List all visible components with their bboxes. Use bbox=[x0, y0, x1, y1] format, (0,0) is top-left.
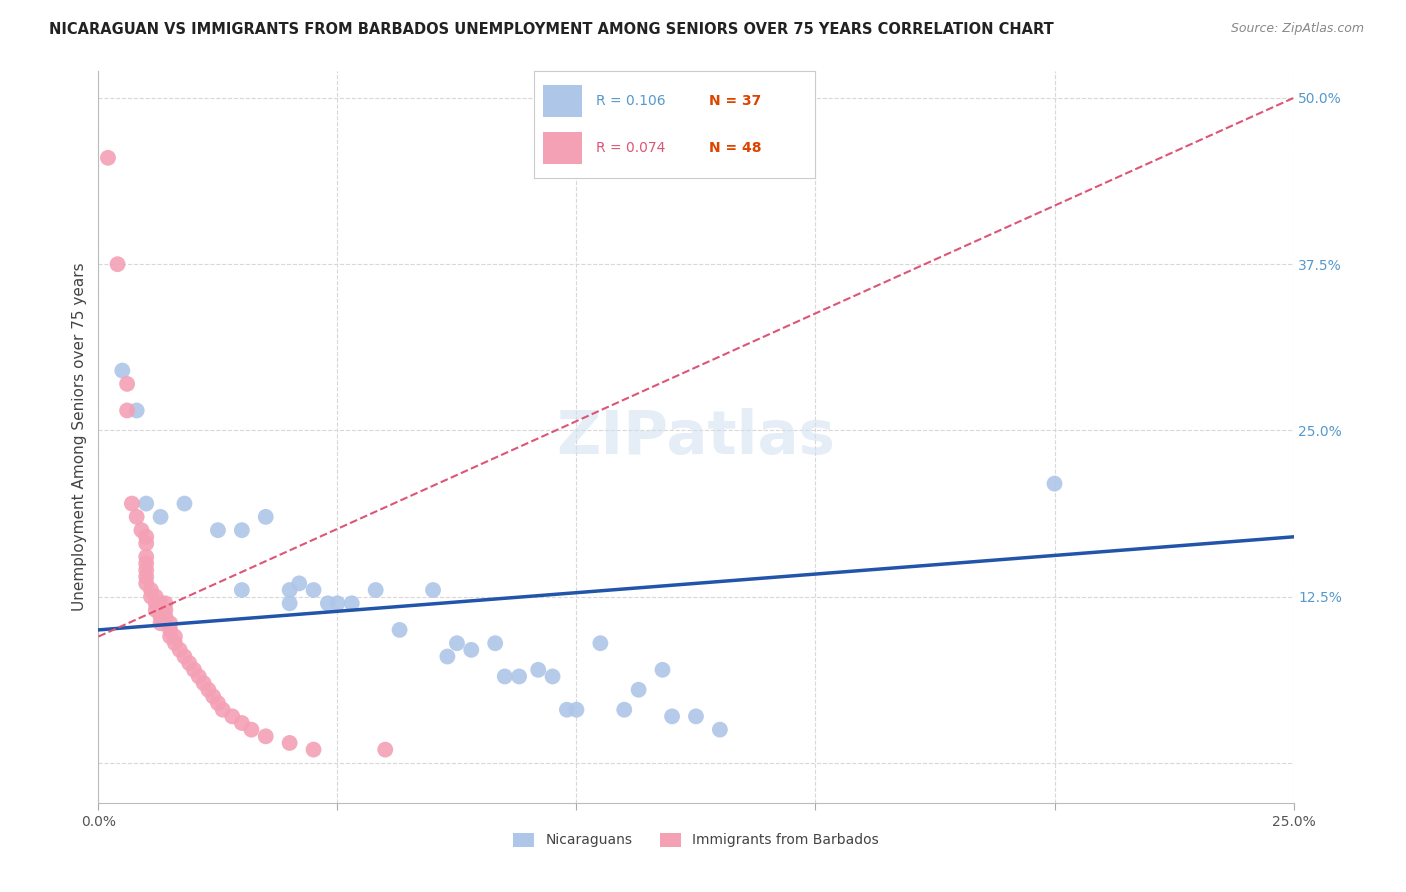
Point bbox=[149, 609, 172, 624]
Point bbox=[661, 709, 683, 723]
Point bbox=[145, 596, 167, 610]
Bar bbox=[543, 132, 582, 164]
Text: N = 37: N = 37 bbox=[709, 95, 761, 108]
Y-axis label: Unemployment Among Seniors over 75 years: Unemployment Among Seniors over 75 years bbox=[72, 263, 87, 611]
Point bbox=[173, 497, 195, 511]
Point bbox=[231, 523, 253, 537]
Point bbox=[565, 703, 588, 717]
Point bbox=[446, 636, 468, 650]
Point bbox=[155, 609, 177, 624]
Point bbox=[326, 596, 349, 610]
Point bbox=[207, 696, 229, 710]
Point bbox=[254, 729, 277, 743]
Point bbox=[149, 616, 172, 631]
Point bbox=[231, 716, 253, 731]
Point bbox=[221, 709, 243, 723]
Point bbox=[179, 656, 201, 670]
Point bbox=[131, 523, 153, 537]
Point bbox=[494, 669, 516, 683]
Point bbox=[1043, 476, 1066, 491]
Point bbox=[149, 596, 172, 610]
Point bbox=[115, 376, 138, 391]
Point bbox=[159, 630, 181, 644]
Point bbox=[107, 257, 129, 271]
Point bbox=[613, 703, 636, 717]
Point bbox=[173, 649, 195, 664]
Point bbox=[149, 603, 172, 617]
Legend: Nicaraguans, Immigrants from Barbados: Nicaraguans, Immigrants from Barbados bbox=[506, 826, 886, 855]
Text: NICARAGUAN VS IMMIGRANTS FROM BARBADOS UNEMPLOYMENT AMONG SENIORS OVER 75 YEARS : NICARAGUAN VS IMMIGRANTS FROM BARBADOS U… bbox=[49, 22, 1054, 37]
Point bbox=[436, 649, 458, 664]
Point bbox=[139, 582, 162, 597]
Point bbox=[139, 590, 162, 604]
Point bbox=[135, 557, 157, 571]
Point bbox=[135, 497, 157, 511]
Point bbox=[685, 709, 707, 723]
Point bbox=[159, 616, 181, 631]
Point bbox=[627, 682, 650, 697]
Point bbox=[125, 403, 148, 417]
Point bbox=[422, 582, 444, 597]
Point bbox=[169, 643, 191, 657]
Point bbox=[231, 582, 253, 597]
Point bbox=[197, 682, 219, 697]
Point bbox=[388, 623, 411, 637]
Point bbox=[135, 570, 157, 584]
Text: R = 0.074: R = 0.074 bbox=[596, 142, 665, 155]
Point bbox=[155, 596, 177, 610]
Point bbox=[145, 603, 167, 617]
Point bbox=[302, 742, 325, 756]
Point bbox=[115, 403, 138, 417]
Bar bbox=[543, 86, 582, 118]
Point bbox=[340, 596, 363, 610]
Point bbox=[207, 523, 229, 537]
Point bbox=[163, 636, 186, 650]
Point bbox=[135, 576, 157, 591]
Point bbox=[97, 151, 120, 165]
Point bbox=[187, 669, 209, 683]
Text: ZIPatlas: ZIPatlas bbox=[557, 408, 835, 467]
Point bbox=[240, 723, 263, 737]
Point bbox=[555, 703, 578, 717]
Point bbox=[589, 636, 612, 650]
Point bbox=[651, 663, 673, 677]
Point bbox=[364, 582, 387, 597]
Point bbox=[135, 549, 157, 564]
Point bbox=[527, 663, 550, 677]
Point bbox=[125, 509, 148, 524]
Point bbox=[155, 603, 177, 617]
Point bbox=[278, 582, 301, 597]
Text: Source: ZipAtlas.com: Source: ZipAtlas.com bbox=[1230, 22, 1364, 36]
Text: N = 48: N = 48 bbox=[709, 142, 761, 155]
Point bbox=[709, 723, 731, 737]
Point bbox=[302, 582, 325, 597]
Point bbox=[541, 669, 564, 683]
Point bbox=[211, 703, 233, 717]
Point bbox=[193, 676, 215, 690]
Point bbox=[374, 742, 396, 756]
Point bbox=[145, 590, 167, 604]
Point bbox=[135, 536, 157, 550]
Point bbox=[135, 563, 157, 577]
Point bbox=[316, 596, 339, 610]
Point bbox=[508, 669, 530, 683]
Point bbox=[278, 736, 301, 750]
Point bbox=[121, 497, 143, 511]
Point bbox=[149, 509, 172, 524]
Point bbox=[135, 530, 157, 544]
Point bbox=[163, 630, 186, 644]
Point bbox=[278, 596, 301, 610]
Point bbox=[159, 623, 181, 637]
Point bbox=[484, 636, 506, 650]
Point bbox=[288, 576, 311, 591]
Text: R = 0.106: R = 0.106 bbox=[596, 95, 666, 108]
Point bbox=[183, 663, 205, 677]
Point bbox=[202, 690, 225, 704]
Point bbox=[111, 363, 134, 377]
Point bbox=[460, 643, 482, 657]
Point bbox=[254, 509, 277, 524]
